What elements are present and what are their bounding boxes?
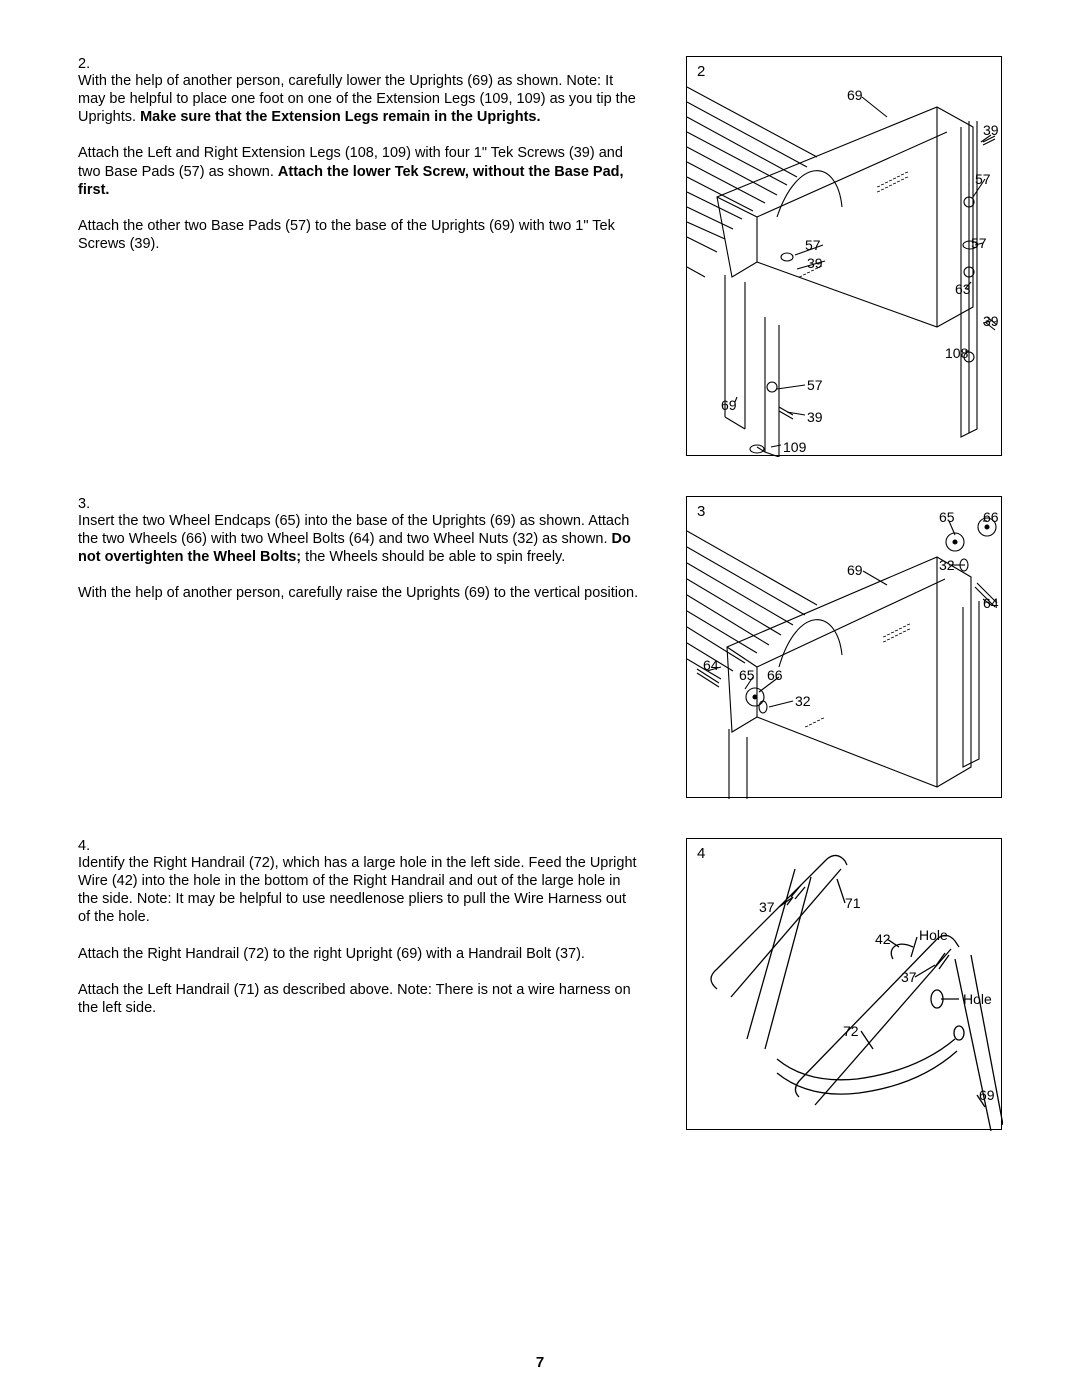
- figure-number: 3: [697, 503, 705, 520]
- paragraph: Attach the Right Handrail (72) to the ri…: [78, 945, 642, 963]
- part-label: 32: [795, 693, 811, 709]
- part-label: 57: [975, 171, 991, 187]
- assembly-step-4: 4. Identify the Right Handrail (72), whi…: [78, 838, 1002, 1130]
- part-label: 42: [875, 931, 891, 947]
- figure-4: 4: [686, 838, 1002, 1130]
- page-number: 7: [0, 1354, 1080, 1371]
- paragraph: Attach the Left Handrail (71) as describ…: [78, 981, 642, 1017]
- step-number: 3.: [78, 496, 100, 512]
- part-label: 69: [847, 87, 863, 103]
- part-label: 65: [739, 667, 755, 683]
- part-label: 69: [721, 397, 737, 413]
- part-label: 63: [955, 281, 971, 297]
- step-body: With the help of another person, careful…: [78, 72, 642, 271]
- assembly-step-2: 2. With the help of another person, care…: [78, 56, 1002, 456]
- paragraph: Attach the Left and Right Extension Legs…: [78, 144, 642, 198]
- part-label: 57: [971, 235, 987, 251]
- figure-3: 3: [686, 496, 1002, 798]
- paragraph: With the help of another person, careful…: [78, 584, 642, 602]
- diagram-icon: [687, 497, 1003, 799]
- part-label: 71: [845, 895, 861, 911]
- part-label: 57: [807, 377, 823, 393]
- part-label: 39: [983, 313, 999, 329]
- part-label: Hole: [963, 991, 992, 1007]
- part-label: 39: [807, 255, 823, 271]
- assembly-step-3: 3. Insert the two Wheel Endcaps (65) int…: [78, 496, 1002, 798]
- figure-2: 2: [686, 56, 1002, 456]
- part-label: 69: [847, 562, 863, 578]
- part-label: 37: [759, 899, 775, 915]
- paragraph: Identify the Right Handrail (72), which …: [78, 854, 642, 927]
- paragraph: Attach the other two Base Pads (57) to t…: [78, 217, 642, 253]
- part-label: 64: [703, 657, 719, 673]
- part-label: Hole: [919, 927, 948, 943]
- diagram-icon: [687, 839, 1003, 1131]
- step-3-text: 3. Insert the two Wheel Endcaps (65) int…: [78, 496, 686, 621]
- part-label: 39: [983, 122, 999, 138]
- step-4-text: 4. Identify the Right Handrail (72), whi…: [78, 838, 686, 1035]
- part-label: 39: [807, 409, 823, 425]
- part-label: 37: [901, 969, 917, 985]
- part-label: 69: [979, 1087, 995, 1103]
- part-label: 66: [767, 667, 783, 683]
- step-body: Identify the Right Handrail (72), which …: [78, 854, 642, 1035]
- paragraph: With the help of another person, careful…: [78, 72, 642, 126]
- step-body: Insert the two Wheel Endcaps (65) into t…: [78, 512, 642, 621]
- part-label: 108: [945, 345, 968, 361]
- part-label: 66: [983, 509, 999, 525]
- figure-number: 2: [697, 63, 705, 80]
- part-label: 64: [983, 595, 999, 611]
- step-2-text: 2. With the help of another person, care…: [78, 56, 686, 271]
- part-label: 32: [939, 557, 955, 573]
- step-number: 4.: [78, 838, 100, 854]
- part-label: 109: [783, 439, 806, 455]
- part-label: 57: [805, 237, 821, 253]
- part-label: 72: [843, 1023, 859, 1039]
- figure-number: 4: [697, 845, 705, 862]
- step-number: 2.: [78, 56, 100, 72]
- paragraph: Insert the two Wheel Endcaps (65) into t…: [78, 512, 642, 566]
- part-label: 65: [939, 509, 955, 525]
